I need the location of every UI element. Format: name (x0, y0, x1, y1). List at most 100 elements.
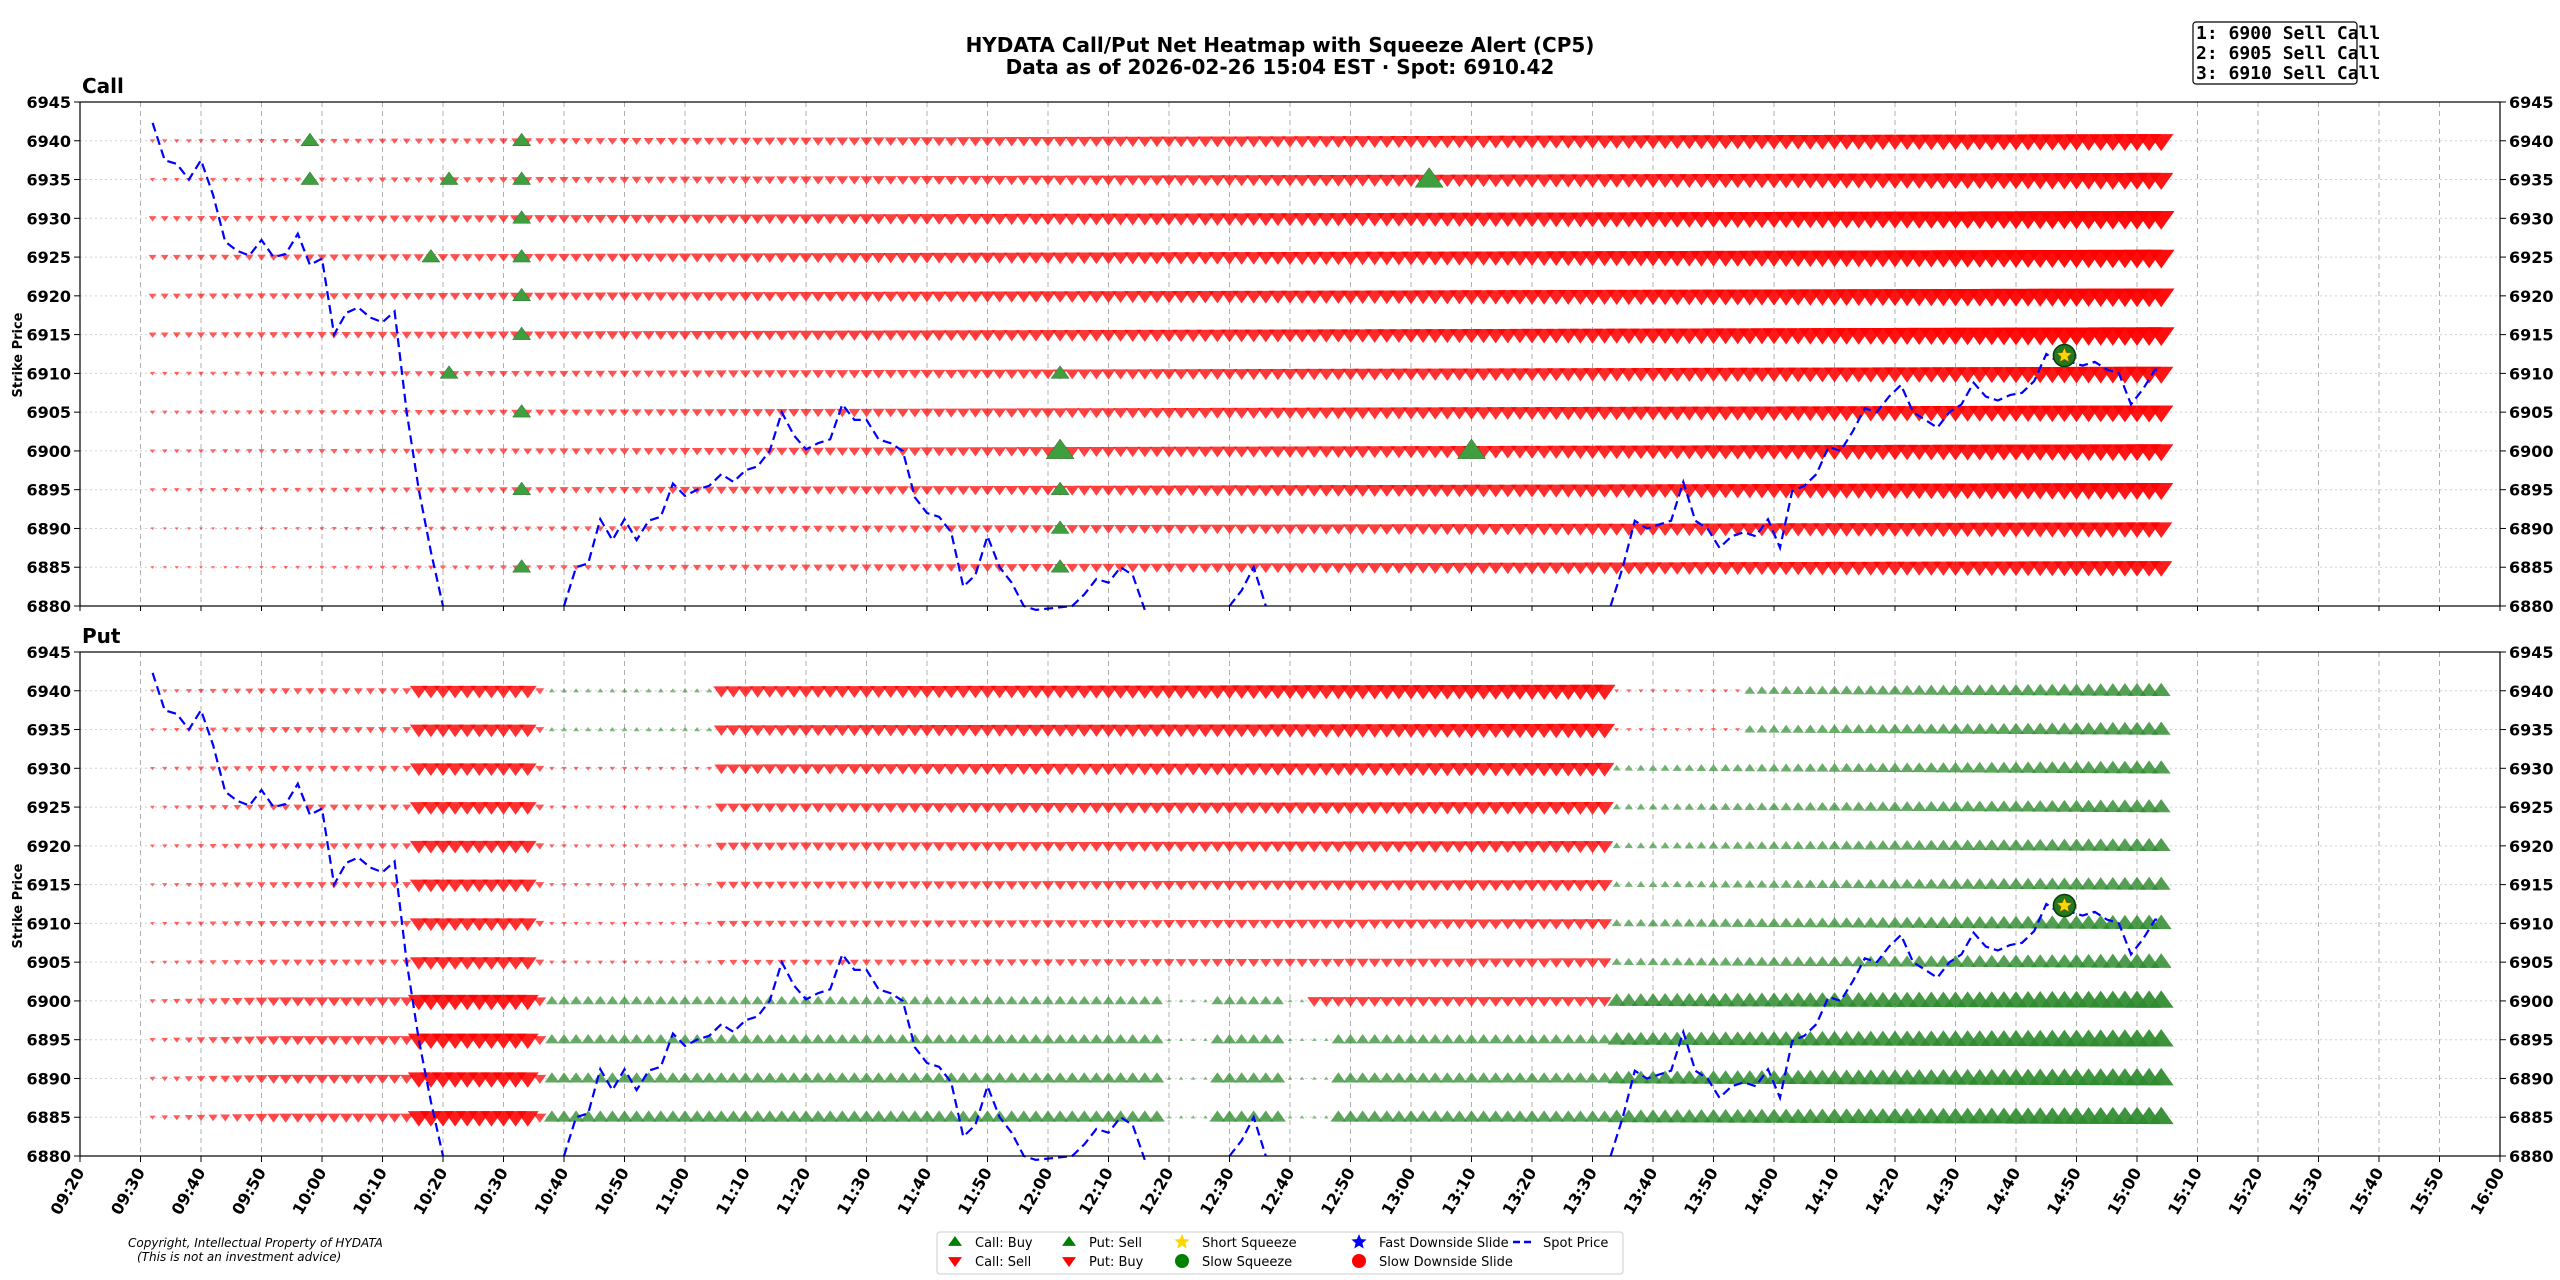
buy-marker (561, 726, 567, 732)
sell-marker (1281, 407, 1299, 420)
buy-marker (848, 995, 861, 1005)
sell-marker (680, 564, 690, 571)
buy-marker (1355, 1034, 1370, 1044)
sell-marker (376, 997, 389, 1007)
buy-marker (1391, 1072, 1407, 1083)
buy-marker (548, 726, 555, 732)
sell-marker (714, 330, 728, 341)
sell-marker (787, 842, 800, 851)
buy-marker (1672, 880, 1682, 888)
sell-marker (1282, 563, 1298, 574)
sell-marker (716, 920, 726, 928)
sell-marker (739, 842, 752, 851)
sell-marker (1583, 841, 1602, 854)
sell-marker (1162, 524, 1176, 534)
sell-marker (1029, 175, 1043, 186)
buy-marker (2127, 760, 2147, 774)
sell-marker (1268, 252, 1288, 265)
sell-marker (1113, 841, 1128, 852)
buy-marker (633, 688, 640, 693)
buy-marker (1779, 956, 1793, 966)
sell-marker (1318, 368, 1335, 381)
sell-marker (883, 253, 899, 264)
sell-marker (506, 802, 525, 815)
legend-label: Call: Sell (975, 1255, 1031, 1270)
sell-marker (389, 293, 400, 301)
sell-marker (910, 959, 920, 967)
sell-marker (1088, 330, 1105, 342)
sell-marker (1489, 958, 1503, 968)
sell-marker (1328, 329, 1348, 343)
buy-marker (1864, 723, 1878, 734)
sell-marker (1728, 523, 1747, 537)
buy-marker (594, 995, 607, 1005)
sell-marker (836, 137, 849, 146)
sell-marker (1065, 485, 1080, 496)
sell-marker (725, 686, 742, 698)
sell-marker (1463, 562, 1480, 574)
call-buy-marker (300, 132, 320, 146)
sell-marker (969, 881, 982, 890)
sell-marker (932, 369, 946, 379)
sell-marker (1294, 563, 1310, 574)
call-buy-marker (1050, 559, 1070, 573)
buy-marker (1380, 1034, 1394, 1044)
sell-marker (1356, 958, 1369, 968)
sell-marker (270, 410, 277, 415)
sell-marker (330, 371, 338, 377)
sell-marker (148, 332, 157, 338)
sell-marker (329, 804, 339, 811)
sell-marker (149, 488, 156, 492)
legend-label: Short Squeeze (1202, 1236, 1297, 1251)
sell-marker (716, 881, 727, 890)
buy-marker (1476, 1072, 1491, 1083)
sell-marker (305, 843, 315, 850)
sell-marker (1160, 252, 1178, 265)
sell-marker (561, 805, 567, 810)
sell-marker (1159, 685, 1179, 699)
sell-marker (197, 805, 205, 810)
sell-marker (461, 254, 473, 262)
sell-marker (231, 1114, 243, 1122)
sell-marker (446, 840, 465, 854)
sell-marker (409, 724, 428, 738)
call-buy-marker (1050, 365, 1070, 379)
sell-marker (1392, 919, 1406, 930)
buy-marker (1744, 841, 1756, 849)
sell-marker (1112, 763, 1129, 776)
sell-marker (458, 840, 477, 854)
sell-marker (434, 918, 452, 932)
sell-marker (438, 409, 448, 416)
sell-marker (836, 370, 849, 379)
sell-marker (196, 1037, 206, 1044)
sell-marker (196, 998, 206, 1005)
buy-marker (847, 1072, 862, 1083)
sell-marker (643, 370, 654, 378)
sell-marker (1127, 959, 1139, 967)
buy-marker (1804, 879, 1817, 888)
sell-marker (810, 725, 826, 737)
sell-marker (173, 488, 180, 493)
sell-marker (223, 566, 228, 569)
sell-marker (1161, 369, 1177, 380)
sell-marker (1354, 136, 1372, 148)
sell-marker (1233, 175, 1250, 187)
sell-marker (377, 331, 388, 339)
sell-marker (884, 447, 897, 457)
buy-marker (859, 1034, 874, 1044)
sell-marker (955, 764, 971, 775)
sell-marker (341, 882, 351, 889)
sell-marker (438, 448, 448, 455)
sell-marker (1535, 841, 1553, 854)
sell-marker (1016, 485, 1031, 496)
sell-marker (1221, 802, 1238, 814)
sell-marker (533, 1036, 547, 1046)
sell-marker (1354, 841, 1371, 853)
sell-marker (463, 409, 472, 416)
sell-marker (148, 293, 157, 300)
sell-marker (1366, 174, 1384, 187)
call-buy-marker (1045, 438, 1075, 459)
sell-marker (585, 766, 591, 771)
sell-marker (667, 137, 679, 146)
sell-marker (1390, 802, 1408, 815)
